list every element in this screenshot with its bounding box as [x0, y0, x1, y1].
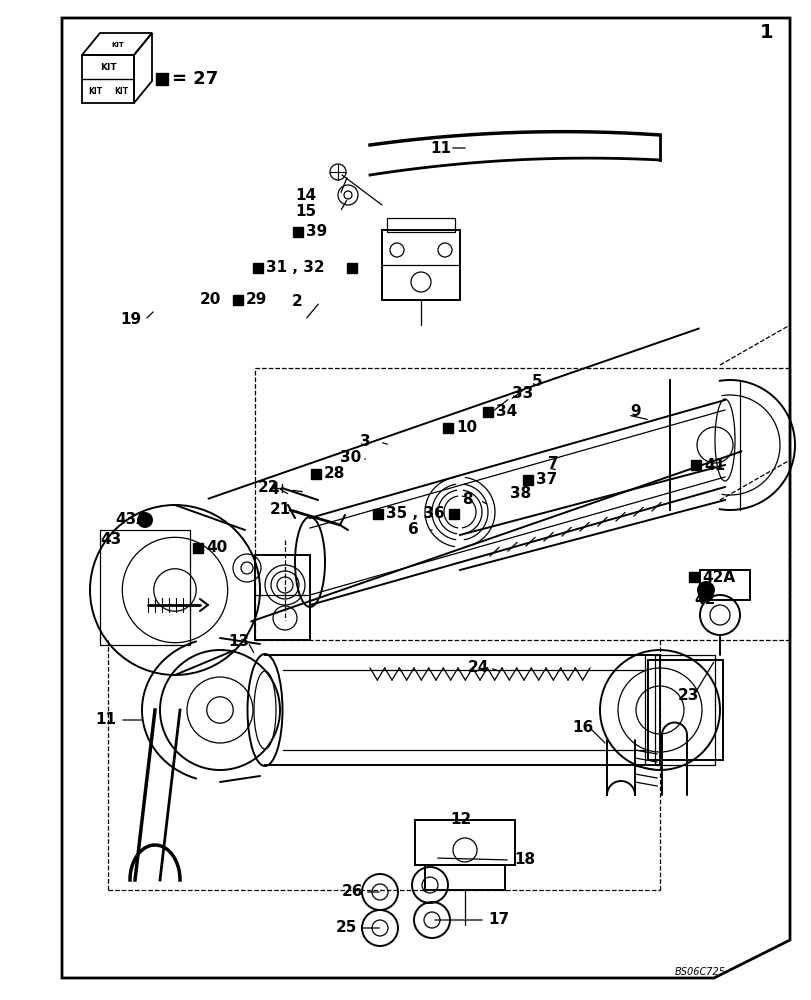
Text: 6: 6 — [407, 522, 418, 538]
Text: 29: 29 — [246, 292, 267, 308]
Text: 43: 43 — [100, 532, 121, 548]
Text: 18: 18 — [513, 852, 534, 867]
Bar — [448, 509, 458, 519]
Text: 13: 13 — [228, 635, 249, 650]
Text: 1: 1 — [759, 23, 773, 42]
Text: 11: 11 — [430, 141, 450, 156]
Text: 37: 37 — [535, 473, 556, 488]
Text: KIT: KIT — [111, 42, 124, 48]
Text: 33: 33 — [512, 386, 533, 401]
Text: BS06C725: BS06C725 — [674, 967, 724, 977]
Bar — [381, 230, 460, 300]
Text: 19: 19 — [120, 312, 141, 328]
Bar — [647, 660, 722, 760]
Text: KIT: KIT — [114, 87, 128, 96]
Bar — [255, 555, 310, 640]
Text: 8: 8 — [461, 492, 472, 508]
Bar — [690, 460, 700, 470]
Bar — [293, 227, 303, 237]
Text: 5: 5 — [531, 373, 542, 388]
Text: 7: 7 — [547, 456, 558, 472]
Text: 2: 2 — [292, 294, 303, 310]
Text: 41: 41 — [703, 458, 724, 473]
Bar — [311, 469, 320, 479]
Text: 9: 9 — [629, 403, 640, 418]
Text: 28: 28 — [324, 466, 345, 482]
Text: 11: 11 — [95, 712, 116, 728]
Text: 25: 25 — [336, 920, 357, 935]
Text: 10: 10 — [456, 420, 477, 436]
Bar — [387, 218, 454, 232]
Bar — [82, 55, 134, 103]
Text: 30: 30 — [340, 450, 361, 466]
Bar — [233, 295, 242, 305]
Text: 38: 38 — [509, 487, 530, 502]
Text: 42: 42 — [693, 592, 714, 607]
Text: 20: 20 — [200, 292, 221, 308]
Text: 40: 40 — [206, 540, 227, 556]
Text: 12: 12 — [449, 812, 470, 827]
Text: 34: 34 — [496, 404, 517, 420]
Text: = 27: = 27 — [172, 70, 218, 88]
Text: 4: 4 — [268, 483, 278, 497]
Text: KIT: KIT — [88, 87, 102, 96]
Bar — [372, 509, 383, 519]
Text: KIT: KIT — [100, 63, 116, 72]
Text: 24: 24 — [467, 660, 489, 676]
Circle shape — [138, 513, 152, 527]
Bar — [522, 475, 532, 485]
Text: 31 , 32: 31 , 32 — [266, 260, 324, 275]
Text: 35 , 36: 35 , 36 — [385, 506, 444, 522]
Bar — [156, 73, 168, 85]
Bar — [100, 530, 190, 645]
Bar — [654, 655, 714, 765]
Text: 42A: 42A — [702, 570, 734, 584]
Bar — [424, 865, 504, 890]
Text: 43A: 43A — [115, 512, 148, 528]
Circle shape — [697, 582, 713, 598]
Text: 16: 16 — [571, 720, 593, 736]
Text: 3: 3 — [359, 434, 370, 450]
Text: 23: 23 — [677, 688, 698, 702]
Bar — [346, 263, 357, 273]
Bar — [689, 572, 698, 582]
Text: 14: 14 — [294, 188, 315, 202]
Text: 39: 39 — [306, 225, 327, 239]
Bar — [193, 543, 203, 553]
Text: 15: 15 — [294, 205, 315, 220]
Text: 22: 22 — [258, 481, 279, 495]
Text: 21: 21 — [270, 502, 291, 518]
Bar — [443, 423, 453, 433]
Bar — [483, 407, 492, 417]
Bar — [699, 570, 749, 600]
Text: 17: 17 — [487, 912, 508, 927]
Bar — [414, 820, 514, 865]
Bar — [253, 263, 263, 273]
Text: 26: 26 — [341, 884, 363, 899]
